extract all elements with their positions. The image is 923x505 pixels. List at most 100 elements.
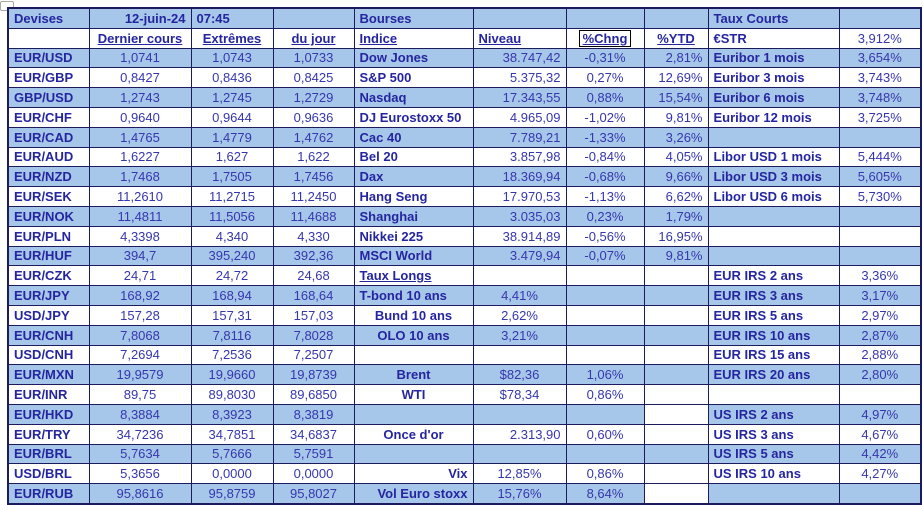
cell-taux-label-r9[interactable]: Libor USD 3 mois xyxy=(707,166,840,188)
cell-dernier-cours-r16[interactable]: 157,28 xyxy=(88,304,192,326)
cell-indice-r8[interactable]: Bel 20 xyxy=(353,146,474,168)
cell-niveau-r23[interactable] xyxy=(472,443,567,465)
cell-extreme-bas-r5[interactable]: 1,2729 xyxy=(272,87,355,108)
cell-niveau-r25[interactable]: 15,76% xyxy=(472,483,567,505)
cell-pct-chng-r15[interactable] xyxy=(565,285,645,306)
cell-pair-r18[interactable]: USD/CNH xyxy=(7,344,90,366)
cell-taux-value-r9[interactable]: 5,605% xyxy=(838,166,922,188)
cell-indice-r13[interactable]: MSCI World xyxy=(353,245,474,267)
cell-niveau-r15[interactable]: 4,41% xyxy=(472,285,567,306)
cell-pct-ytd-r2[interactable]: %YTD xyxy=(643,27,709,49)
cell-indice-r17[interactable]: OLO 10 ans xyxy=(353,324,474,346)
cell-taux-value-r23[interactable]: 4,42% xyxy=(838,443,922,465)
cell-extreme-bas-r23[interactable]: 5,7591 xyxy=(272,443,355,465)
cell-dernier-cours-r24[interactable]: 5,3656 xyxy=(88,463,192,485)
cell-pct-ytd-r7[interactable]: 3,26% xyxy=(643,126,709,148)
cell-indice-r12[interactable]: Nikkei 225 xyxy=(353,225,474,247)
cell-taux-value-r15[interactable]: 3,17% xyxy=(838,285,922,306)
cell-taux-label-r5[interactable]: Euribor 6 mois xyxy=(707,87,840,108)
cell-pct-chng-r8[interactable]: -0,84% xyxy=(565,146,645,168)
cell-taux-value-r25[interactable] xyxy=(838,483,922,505)
cell-extreme-haut-r24[interactable]: 0,0000 xyxy=(190,463,274,485)
cell-pair-r20[interactable]: EUR/INR xyxy=(7,384,90,405)
cell-pct-ytd-r6[interactable]: 9,81% xyxy=(643,106,709,128)
cell-extreme-haut-r1[interactable]: 07:45 xyxy=(190,7,274,29)
cell-extreme-haut-r22[interactable]: 34,7851 xyxy=(190,423,274,445)
cell-pct-chng-r20[interactable]: 0,86% xyxy=(565,384,645,405)
cell-taux-label-r10[interactable]: Libor USD 6 mois xyxy=(707,186,840,207)
cell-indice-r1[interactable]: Bourses xyxy=(353,7,474,29)
cell-taux-value-r17[interactable]: 2,87% xyxy=(838,324,922,346)
cell-taux-label-r7[interactable] xyxy=(707,126,840,148)
cell-pct-chng-r25[interactable]: 8,64% xyxy=(565,483,645,505)
cell-taux-label-r2[interactable]: €STR xyxy=(707,27,840,49)
cell-pct-chng-r17[interactable] xyxy=(565,324,645,346)
cell-taux-label-r3[interactable]: Euribor 1 mois xyxy=(707,47,840,69)
cell-niveau-r8[interactable]: 3.857,98 xyxy=(472,146,567,168)
cell-extreme-bas-r3[interactable]: 1,0733 xyxy=(272,47,355,69)
cell-taux-value-r21[interactable]: 4,97% xyxy=(838,403,922,425)
cell-pct-chng-r10[interactable]: -1,13% xyxy=(565,186,645,207)
cell-dernier-cours-r10[interactable]: 11,2610 xyxy=(88,186,192,207)
cell-pair-r6[interactable]: EUR/CHF xyxy=(7,106,90,128)
cell-pct-ytd-r9[interactable]: 9,66% xyxy=(643,166,709,188)
cell-pct-chng-r5[interactable]: 0,88% xyxy=(565,87,645,108)
cell-taux-label-r17[interactable]: EUR IRS 10 ans xyxy=(707,324,840,346)
cell-pct-chng-r24[interactable]: 0,86% xyxy=(565,463,645,485)
cell-taux-value-r16[interactable]: 2,97% xyxy=(838,304,922,326)
cell-indice-r4[interactable]: S&P 500 xyxy=(353,67,474,89)
cell-extreme-haut-r7[interactable]: 1,4779 xyxy=(190,126,274,148)
cell-indice-r22[interactable]: Once d'or xyxy=(353,423,474,445)
cell-niveau-r4[interactable]: 5.375,32 xyxy=(472,67,567,89)
cell-extreme-haut-r17[interactable]: 7,8116 xyxy=(190,324,274,346)
cell-niveau-r9[interactable]: 18.369,94 xyxy=(472,166,567,188)
cell-extreme-bas-r21[interactable]: 8,3819 xyxy=(272,403,355,425)
cell-indice-r7[interactable]: Cac 40 xyxy=(353,126,474,148)
cell-pair-r25[interactable]: EUR/RUB xyxy=(7,483,90,505)
cell-extreme-bas-r17[interactable]: 7,8028 xyxy=(272,324,355,346)
cell-extreme-bas-r8[interactable]: 1,622 xyxy=(272,146,355,168)
cell-pct-chng-r16[interactable] xyxy=(565,304,645,326)
cell-pct-ytd-r18[interactable] xyxy=(643,344,709,366)
cell-taux-label-r4[interactable]: Euribor 3 mois xyxy=(707,67,840,89)
cell-taux-label-r16[interactable]: EUR IRS 5 ans xyxy=(707,304,840,326)
cell-extreme-haut-r10[interactable]: 11,2715 xyxy=(190,186,274,207)
cell-extreme-bas-r2[interactable]: du jour xyxy=(272,27,355,49)
cell-indice-r5[interactable]: Nasdaq xyxy=(353,87,474,108)
cell-dernier-cours-r23[interactable]: 5,7634 xyxy=(88,443,192,465)
cell-pair-r13[interactable]: EUR/HUF xyxy=(7,245,90,267)
cell-dernier-cours-r14[interactable]: 24,71 xyxy=(88,265,192,287)
cell-pair-r12[interactable]: EUR/PLN xyxy=(7,225,90,247)
cell-pct-ytd-r12[interactable]: 16,95% xyxy=(643,225,709,247)
cell-taux-label-r18[interactable]: EUR IRS 15 ans xyxy=(707,344,840,366)
cell-pair-r14[interactable]: EUR/CZK xyxy=(7,265,90,287)
cell-taux-value-r1[interactable] xyxy=(838,7,922,29)
cell-niveau-r14[interactable] xyxy=(472,265,567,287)
cell-pair-r21[interactable]: EUR/HKD xyxy=(7,403,90,425)
cell-extreme-haut-r18[interactable]: 7,2536 xyxy=(190,344,274,366)
cell-dernier-cours-r12[interactable]: 4,3398 xyxy=(88,225,192,247)
cell-extreme-bas-r4[interactable]: 0,8425 xyxy=(272,67,355,89)
cell-taux-label-r21[interactable]: US IRS 2 ans xyxy=(707,403,840,425)
cell-indice-r3[interactable]: Dow Jones xyxy=(353,47,474,69)
cell-pct-ytd-r8[interactable]: 4,05% xyxy=(643,146,709,168)
cell-indice-r20[interactable]: WTI xyxy=(353,384,474,405)
cell-niveau-r18[interactable] xyxy=(472,344,567,366)
cell-pct-ytd-r13[interactable]: 9,81% xyxy=(643,245,709,267)
cell-pair-r10[interactable]: EUR/SEK xyxy=(7,186,90,207)
cell-pct-chng-r2[interactable]: %Chng xyxy=(565,27,645,49)
cell-niveau-r1[interactable] xyxy=(472,7,567,29)
cell-indice-r11[interactable]: Shanghai xyxy=(353,205,474,227)
cell-pair-r17[interactable]: EUR/CNH xyxy=(7,324,90,346)
cell-taux-label-r22[interactable]: US IRS 3 ans xyxy=(707,423,840,445)
cell-pct-chng-r22[interactable]: 0,60% xyxy=(565,423,645,445)
cell-niveau-r20[interactable]: $78,34 xyxy=(472,384,567,405)
cell-pct-ytd-r23[interactable] xyxy=(643,443,709,465)
cell-indice-r24[interactable]: Vix xyxy=(353,463,474,485)
cell-dernier-cours-r7[interactable]: 1,4765 xyxy=(88,126,192,148)
cell-extreme-bas-r22[interactable]: 34,6837 xyxy=(272,423,355,445)
cell-extreme-haut-r21[interactable]: 8,3923 xyxy=(190,403,274,425)
cell-indice-r21[interactable] xyxy=(353,403,474,425)
cell-pct-chng-r12[interactable]: -0,56% xyxy=(565,225,645,247)
cell-niveau-r19[interactable]: $82,36 xyxy=(472,364,567,386)
